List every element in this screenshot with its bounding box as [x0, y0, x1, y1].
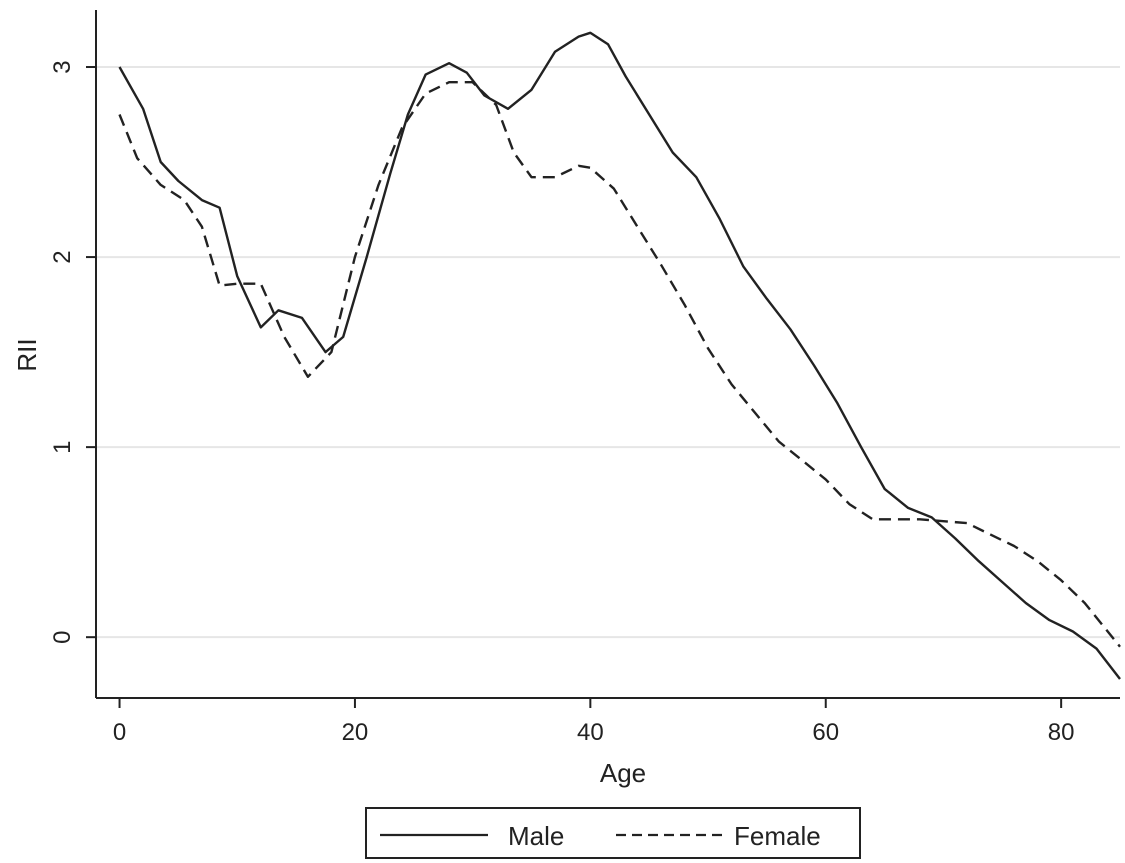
y-tick-label-1: 1	[49, 440, 76, 453]
legend: Male Female	[365, 807, 861, 859]
x-tick-label-60: 60	[812, 719, 839, 746]
y-tick-label-0: 0	[49, 631, 76, 644]
x-tick-label-40: 40	[577, 719, 604, 746]
y-tick-label-2: 2	[49, 250, 76, 263]
ticks: 0 20 40 60 80 0 1 2 3	[49, 60, 1075, 746]
x-axis-title: Age	[600, 758, 646, 788]
axes	[95, 10, 1120, 699]
legend-label-female: Female	[734, 821, 821, 851]
x-tick-label-80: 80	[1048, 719, 1075, 746]
legend-box	[365, 807, 861, 859]
series-lines	[118, 31, 1121, 680]
series-line-female	[118, 81, 1121, 648]
x-tick-label-20: 20	[342, 719, 369, 746]
y-axis-title: RII	[12, 338, 42, 371]
y-tick-label-3: 3	[49, 60, 76, 73]
gridlines	[96, 66, 1120, 639]
legend-label-male: Male	[508, 821, 564, 851]
x-tick-label-0: 0	[113, 719, 126, 746]
series-line-male	[118, 31, 1121, 680]
